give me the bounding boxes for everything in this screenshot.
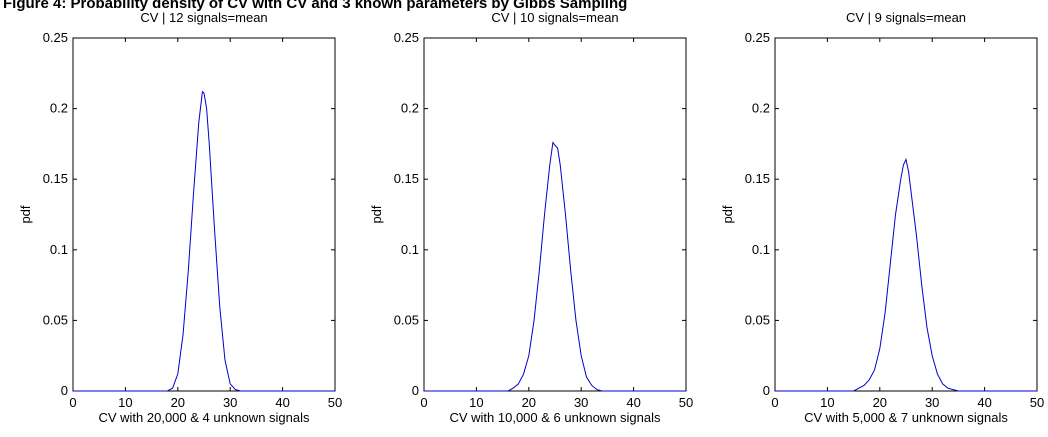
figure-title: Figure 4: Probability density of CV with… [3,0,628,12]
chart-title: CV | 10 signals=mean [491,10,618,25]
x-tick-label: 0 [69,395,76,410]
chart-panel-2: 0 10 20 30 40 50 0 0.05 0.1 0.15 0.2 0.25 CV | 10 si… [369,10,693,425]
y-axis-label: pdf [18,205,33,223]
y-tick-label: 0.05 [745,312,770,327]
x-tick-label: 10 [469,395,483,410]
y-tick-label: 0 [763,383,770,398]
y-tick-label: 0.2 [752,101,770,116]
x-tick-label: 50 [1030,395,1044,410]
x-tick-label: 50 [679,395,693,410]
x-tick-label: 30 [925,395,939,410]
x-axis-label: CV with 20,000 & 4 unknown signals [98,410,310,425]
y-tick-label: 0.05 [394,312,419,327]
x-tick-label: 50 [328,395,342,410]
y-tick-label: 0.15 [745,171,770,186]
y-tick-label: 0.25 [745,30,770,45]
x-tick-label: 20 [873,395,887,410]
x-axis-label: CV with 5,000 & 7 unknown signals [804,410,1008,425]
y-axis-label: pdf [720,205,735,223]
x-tick-label: 0 [771,395,778,410]
y-tick-label: 0.05 [43,312,68,327]
y-tick-label: 0.25 [43,30,68,45]
y-tick-label: 0.1 [752,242,770,257]
y-tick-label: 0 [412,383,419,398]
x-tick-label: 40 [977,395,991,410]
y-tick-label: 0.1 [401,242,419,257]
density-curve [73,90,335,392]
chart-title: CV | 12 signals=mean [140,10,267,25]
x-tick-label: 30 [223,395,237,410]
x-tick-label: 30 [574,395,588,410]
density-curve [775,157,1037,392]
plot-frame [72,37,336,392]
chart-panel-3: 0 10 20 30 40 50 0 0.05 0.1 0.15 0.2 0.25 CV | 9 sig… [720,10,1044,425]
x-tick-label: 0 [420,395,427,410]
x-tick-label: 40 [626,395,640,410]
y-tick-label: 0.25 [394,30,419,45]
y-tick-label: 0.2 [50,101,68,116]
y-tick-label: 0.2 [401,101,419,116]
x-axis-label: CV with 10,000 & 6 unknown signals [449,410,661,425]
x-tick-label: 20 [522,395,536,410]
y-tick-label: 0.15 [43,171,68,186]
y-tick-label: 0.1 [50,242,68,257]
chart-title: CV | 9 signals=mean [846,10,966,25]
chart-panel-1: 0 10 20 30 40 50 0 0.05 0.1 0.15 0.2 0.25 CV | 12 si… [18,10,342,425]
density-curve [424,141,686,392]
y-axis-label: pdf [369,205,384,223]
x-tick-label: 10 [820,395,834,410]
x-tick-label: 10 [118,395,132,410]
y-tick-label: 0 [61,383,68,398]
plot-frame [774,37,1038,392]
x-tick-label: 40 [275,395,289,410]
y-tick-label: 0.15 [394,171,419,186]
plot-frame [423,37,687,392]
x-tick-label: 20 [171,395,185,410]
